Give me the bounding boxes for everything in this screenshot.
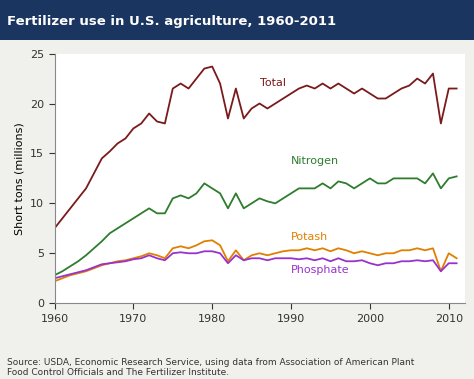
Y-axis label: Short tons (millions): Short tons (millions) bbox=[14, 122, 25, 235]
Text: Potash: Potash bbox=[291, 232, 328, 242]
Text: Fertilizer use in U.S. agriculture, 1960-2011: Fertilizer use in U.S. agriculture, 1960… bbox=[7, 16, 336, 28]
Text: Nitrogen: Nitrogen bbox=[291, 157, 339, 166]
Text: Phosphate: Phosphate bbox=[291, 265, 350, 275]
Text: Total: Total bbox=[259, 78, 285, 88]
Text: Source: USDA, Economic Research Service, using data from Association of American: Source: USDA, Economic Research Service,… bbox=[7, 358, 414, 377]
